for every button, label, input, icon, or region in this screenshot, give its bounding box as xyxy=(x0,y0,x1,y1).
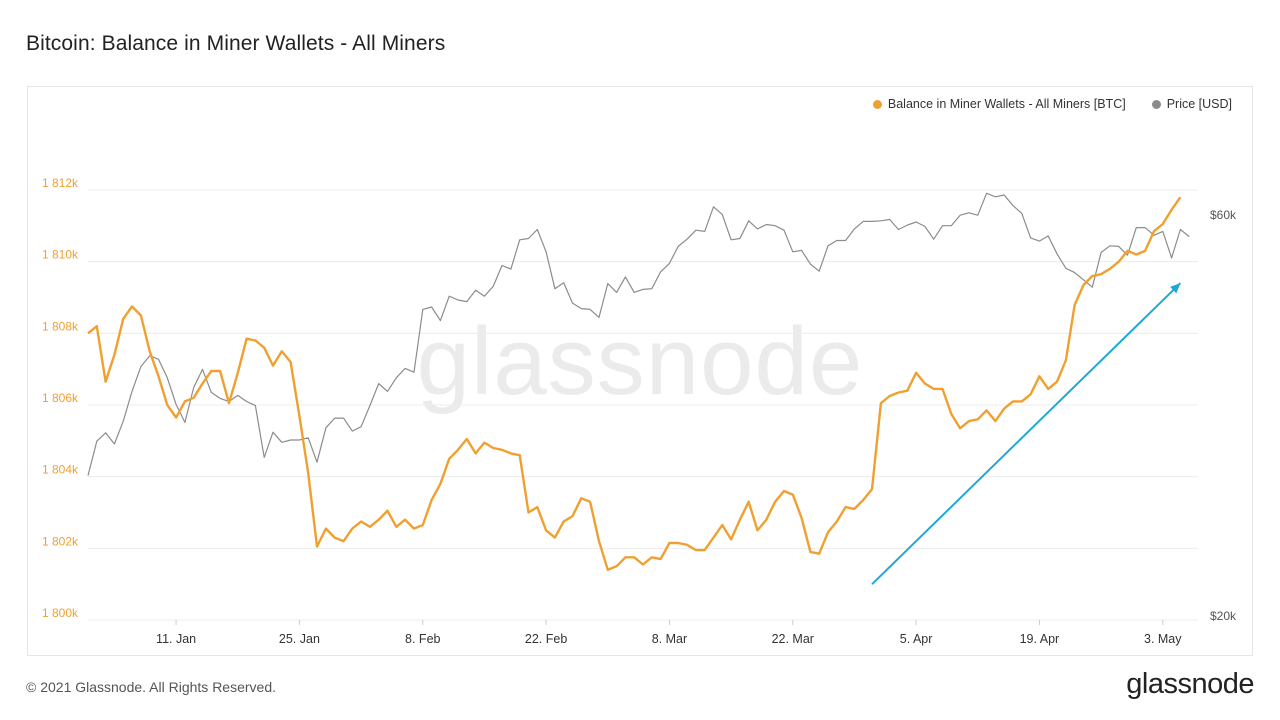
x-tick-label: 5. Apr xyxy=(900,632,933,646)
right-axis: $60k $20k xyxy=(1210,208,1237,623)
trend-arrow-head xyxy=(1170,283,1181,294)
footer-copyright: © 2021 Glassnode. All Rights Reserved. xyxy=(26,679,277,695)
legend-item-price[interactable]: Price [USD] xyxy=(1151,97,1232,111)
left-tick-label: 1 802k xyxy=(42,534,79,548)
x-tick-label: 8. Mar xyxy=(652,632,687,646)
legend-item-balance[interactable]: Balance in Miner Wallets - All Miners [B… xyxy=(872,97,1126,111)
left-tick-label: 1 800k xyxy=(42,606,79,620)
series-layer xyxy=(87,192,1190,571)
x-tick-label: 19. Apr xyxy=(1020,632,1060,646)
x-tick-label: 8. Feb xyxy=(405,632,440,646)
left-tick-label: 1 806k xyxy=(42,391,79,405)
x-tick-label: 22. Feb xyxy=(525,632,567,646)
trend-arrow-shaft xyxy=(871,282,1182,585)
x-tick-label: 3. May xyxy=(1144,632,1182,646)
legend-dot-balance xyxy=(872,99,882,109)
watermark: glassnode xyxy=(417,308,864,415)
right-tick-label: $20k xyxy=(1210,609,1237,623)
legend-label-price: Price [USD] xyxy=(1166,97,1232,111)
grid-lines xyxy=(88,189,1198,621)
annotation-layer xyxy=(871,282,1182,585)
series-line-balance xyxy=(87,196,1182,571)
chart-title: Bitcoin: Balance in Miner Wallets - All … xyxy=(26,32,446,55)
x-axis: 11. Jan 25. Jan 8. Feb 22. Feb 8. Mar 22. Mar… xyxy=(156,620,1182,646)
legend-dot-price xyxy=(1151,99,1161,109)
legend-label-balance: Balance in Miner Wallets - All Miners [B… xyxy=(887,97,1126,111)
x-tick-label: 11. Jan xyxy=(156,632,196,646)
x-tick-label: 25. Jan xyxy=(279,632,320,646)
left-tick-label: 1 804k xyxy=(42,463,79,477)
left-tick-label: 1 810k xyxy=(42,248,79,262)
x-tick-label: 22. Mar xyxy=(772,632,814,646)
left-axis: 1 800k 1 802k 1 804k 1 806k 1 808k 1 810k 1 81… xyxy=(42,176,79,620)
right-tick-label: $60k xyxy=(1210,208,1237,222)
series-line-price xyxy=(87,192,1190,476)
footer-logo[interactable]: glassnode xyxy=(1126,668,1254,700)
left-tick-label: 1 812k xyxy=(42,176,79,190)
chart-legend: Balance in Miner Wallets - All Miners [B… xyxy=(872,97,1232,111)
left-tick-label: 1 808k xyxy=(42,319,79,333)
